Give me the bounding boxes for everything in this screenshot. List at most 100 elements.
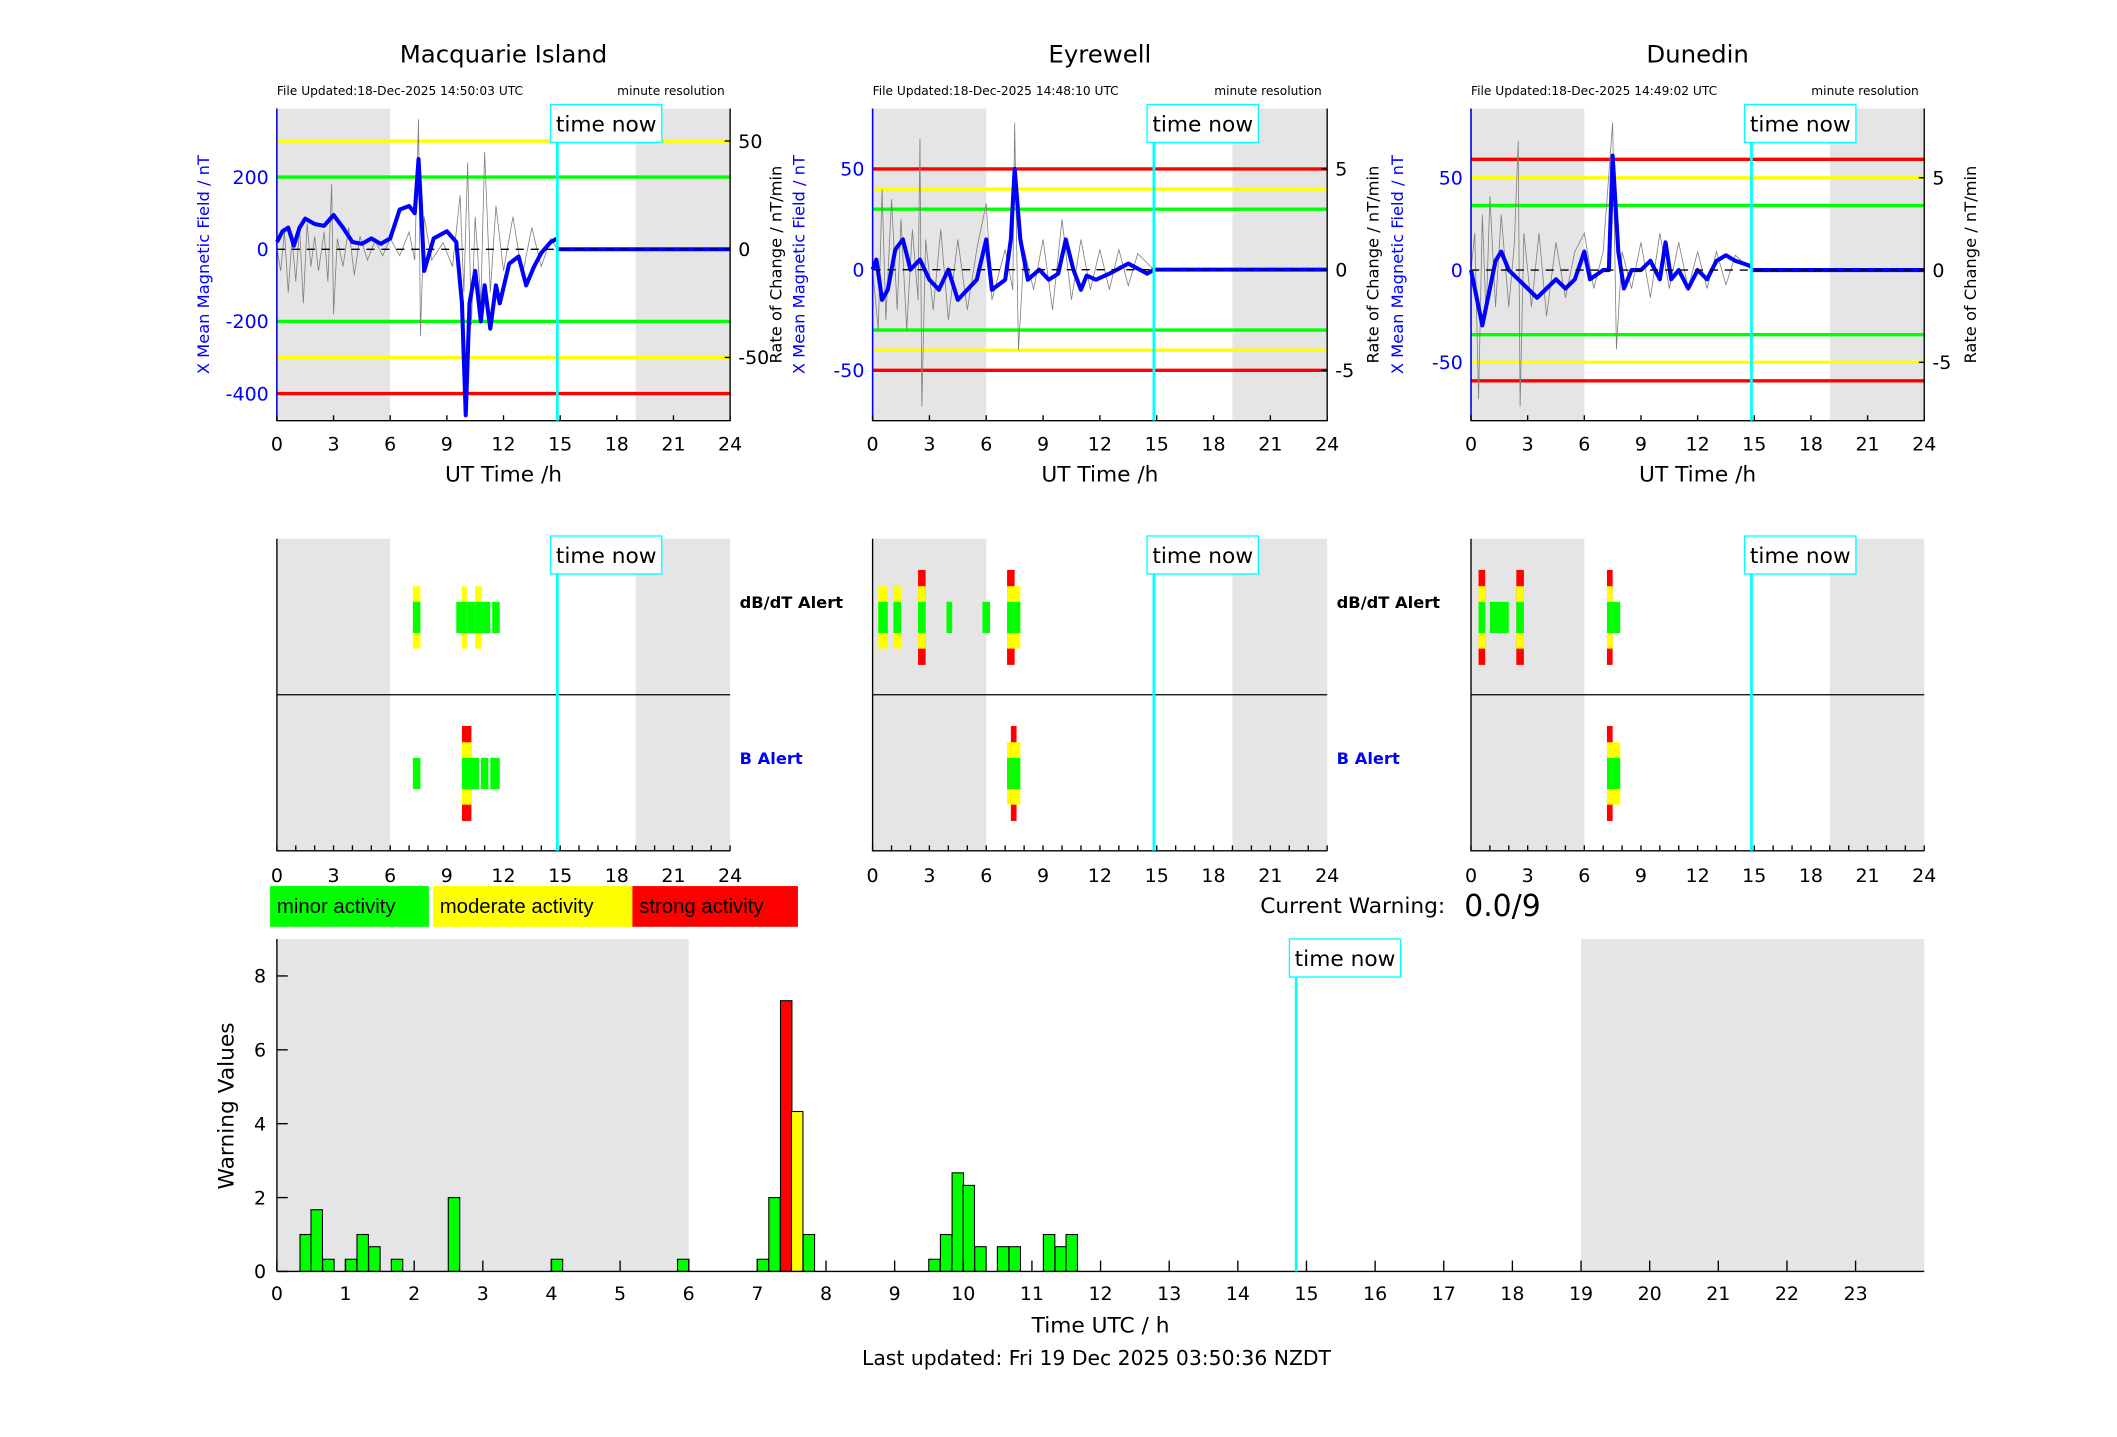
station-1-night-shading (1232, 108, 1328, 421)
station-2-left-ylabel: X Mean Magnetic Field / nT (1388, 155, 1407, 374)
station-1-dbdt-alert-minor (982, 601, 991, 634)
station-2-alert-x-tick-label: 9 (1635, 865, 1647, 887)
warning-bar-minor (676, 1258, 690, 1272)
warning-x-tick-label: 21 (1706, 1283, 1730, 1305)
warning-bar-strong (779, 1000, 793, 1272)
station-0-top-x-tick-label: 15 (548, 434, 572, 456)
warning-x-tick-label: 13 (1157, 1283, 1181, 1305)
warning-x-tick-label: 8 (820, 1283, 832, 1305)
warning-bar-minor (368, 1246, 381, 1272)
station-2-right-ylabel: Rate of Change / nT/min (1961, 166, 1980, 364)
warning-bar-minor (951, 1172, 965, 1272)
station-0-night-shading (276, 108, 391, 421)
station-1-alert-time-now-label: time now (1152, 544, 1253, 569)
station-0-b-alert-minor (471, 757, 479, 790)
legend-moderate-swatch (432, 886, 633, 927)
station-1-left-ylabel: X Mean Magnetic Field / nT (790, 155, 809, 374)
station-0-b-alert-label: B Alert (740, 749, 803, 768)
station-0-top-x-tick-label: 18 (605, 434, 629, 456)
legend-moderate-label: moderate activity (440, 896, 595, 918)
warning-bar-minor (1008, 1246, 1022, 1272)
station-0-mean-field-trace (275, 157, 559, 418)
station-2-b-alert-minor (1612, 757, 1621, 790)
warning-bar-minor (756, 1258, 770, 1272)
station-2-right-y-tick-label: 5 (1932, 168, 1944, 190)
warning-bar-minor (310, 1209, 323, 1272)
station-1-top-x-tick-label: 18 (1201, 434, 1225, 456)
warning-bar-minor (1065, 1233, 1079, 1272)
station-2-dbdt-alert-minor (1489, 601, 1509, 634)
station-0-file-updated: File Updated:18-Dec-2025 14:50:03 UTC (277, 84, 523, 98)
station-0-right-y-tick-label: -50 (738, 347, 769, 369)
warning-bar-minor (939, 1233, 953, 1272)
station-2-right-y-tick-label: 0 (1932, 260, 1944, 282)
station-1-alert-x-tick-label: 12 (1088, 865, 1112, 887)
station-2-top-x-tick-label: 18 (1799, 434, 1823, 456)
station-1-rate-of-change-trace (872, 122, 1155, 407)
warning-x-tick-label: 16 (1363, 1283, 1387, 1305)
bar-ylabel: Warning Values (214, 1022, 239, 1189)
station-2-top-x-tick-label: 15 (1742, 434, 1766, 456)
current-warning-label: Current Warning: (1260, 894, 1445, 919)
station-0-dbdt-alert-minor (456, 601, 462, 634)
station-2-alert-x-tick-label: 0 (1465, 865, 1477, 887)
station-0-alert-x-tick-label: 24 (718, 865, 742, 887)
station-1-alert-x-tick-label: 15 (1145, 865, 1169, 887)
warning-y-tick-label: 0 (254, 1261, 266, 1283)
station-0-alert-x-tick-label: 12 (491, 865, 515, 887)
station-0-alert-x-tick-label: 9 (441, 865, 453, 887)
station-0-y-tick-label: -200 (226, 311, 269, 333)
activity-legend: minor activity moderate activity strong … (270, 886, 798, 927)
station-2-rate-of-change-trace (1470, 122, 1752, 407)
warning-x-tick-label: 14 (1226, 1283, 1250, 1305)
station-1-b-alert-minor (1010, 757, 1017, 790)
station-1-top-x-tick-label: 0 (867, 434, 879, 456)
station-1-alert-x-tick-label: 24 (1315, 865, 1339, 887)
station-2-alert-time-now-label: time now (1750, 544, 1851, 569)
station-2-dbdt-alert-minor (1612, 601, 1621, 634)
station-0-alert-x-tick-label: 18 (605, 865, 629, 887)
warning-bar-minor (447, 1197, 461, 1272)
legend-minor-swatch (270, 886, 429, 927)
warning-x-tick-label: 3 (477, 1283, 489, 1305)
station-0-alert-x-tick-label: 15 (548, 865, 572, 887)
warning-x-tick-label: 23 (1844, 1283, 1868, 1305)
station-1-dbdt-alert-label: dB/dT Alert (1337, 593, 1441, 612)
station-2-top-x-tick-label: 24 (1912, 434, 1936, 456)
station-2-top-x-tick-label: 9 (1635, 434, 1647, 456)
station-2-alert-x-tick-label: 21 (1855, 865, 1879, 887)
station-2-dbdt-alert-minor (1478, 601, 1486, 634)
station-0-dbdt-alert-minor (481, 601, 491, 634)
station-1-b-alert-minor (1007, 757, 1011, 790)
warning-bar-minor (1054, 1246, 1068, 1272)
warning-y-tick-label: 4 (254, 1113, 266, 1135)
station-0-dbdt-alert-minor (492, 601, 500, 634)
station-1-right-y-tick-label: 5 (1335, 159, 1347, 181)
station-2-top-x-tick-label: 12 (1686, 434, 1710, 456)
station-1-dbdt-alert-minor (893, 601, 902, 634)
warning-bar-minor (928, 1258, 941, 1272)
station-0-top-x-tick-label: 6 (384, 434, 396, 456)
warning-x-tick-label: 15 (1294, 1283, 1318, 1305)
station-1-top-time-now-box (1146, 103, 1260, 144)
station-1-y-tick-label: 0 (852, 259, 864, 281)
warning-bar-minor (390, 1258, 404, 1272)
station-0-dbdt-alert-minor (466, 601, 476, 634)
bar-xlabel: Time UTC / h (1031, 1314, 1170, 1339)
warning-bar-minor (962, 1184, 976, 1272)
station-0-left-ylabel: X Mean Magnetic Field / nT (194, 155, 213, 374)
station-1-night-shading (872, 108, 987, 421)
station-1-alert-x-tick-label: 3 (923, 865, 935, 887)
station-2-y-tick-label: 50 (1439, 168, 1463, 190)
warning-night-shading (276, 939, 689, 1272)
station-0-y-tick-label: -400 (226, 383, 269, 405)
station-1-dbdt-alert-minor (946, 601, 953, 634)
station-2-alert-x-tick-label: 6 (1578, 865, 1590, 887)
station-2-alert-x-tick-label: 3 (1522, 865, 1534, 887)
station-0-top-x-tick-label: 24 (718, 434, 742, 456)
station-0-alert-x-tick-label: 6 (384, 865, 396, 887)
station-0-top-time-now-box (549, 103, 663, 144)
warning-bar-minor (768, 1197, 781, 1272)
station-0-alert-x-tick-label: 0 (271, 865, 283, 887)
